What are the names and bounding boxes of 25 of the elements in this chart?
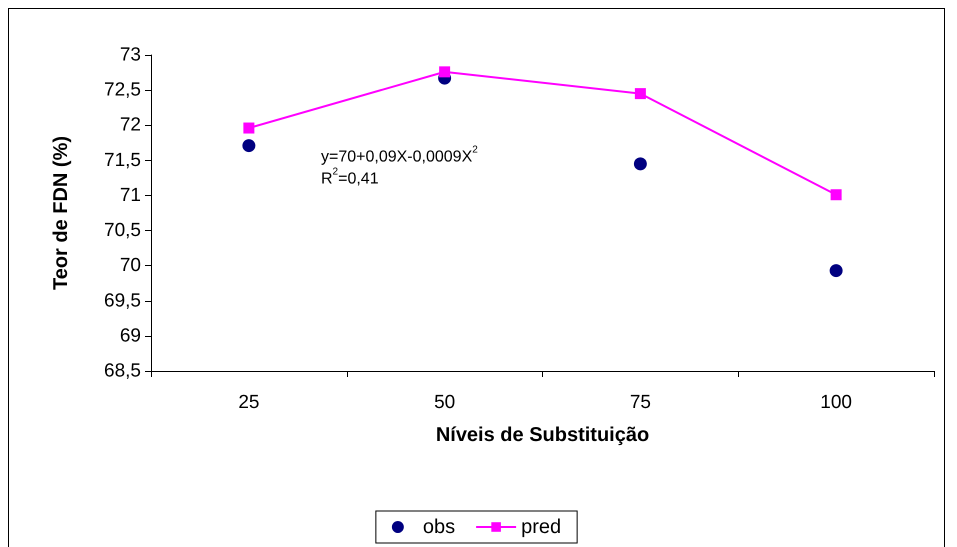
x-tick-label: 25 [238, 392, 260, 413]
y-tick-label: 73 [120, 44, 141, 66]
y-tick-label: 70 [120, 255, 141, 276]
legend-label: obs [422, 516, 456, 538]
y-tick-label: 71 [120, 184, 141, 206]
y-tick-label: 69 [120, 325, 141, 346]
y-tick-label: 72,5 [104, 80, 141, 101]
point [439, 66, 450, 78]
x-axis-title: Níveis de Substituição [436, 424, 650, 446]
y-tick-label: 68,5 [104, 360, 141, 382]
point [634, 88, 646, 100]
x-tick-label: 50 [434, 392, 456, 413]
y-tick-label: 69,5 [104, 290, 141, 312]
y-axis-title: Teor de FDN (%) [50, 136, 72, 290]
point [242, 139, 256, 152]
point [830, 189, 842, 200]
legend-label: pred [521, 516, 562, 538]
point [634, 157, 647, 170]
y-tick-label: 71,5 [104, 150, 141, 171]
point [830, 264, 843, 278]
y-tick-label: 72 [120, 114, 141, 136]
x-tick-label: 100 [820, 392, 852, 413]
x-tick-label: 75 [630, 392, 651, 413]
y-tick-label: 70,5 [104, 220, 141, 242]
point [243, 122, 254, 134]
